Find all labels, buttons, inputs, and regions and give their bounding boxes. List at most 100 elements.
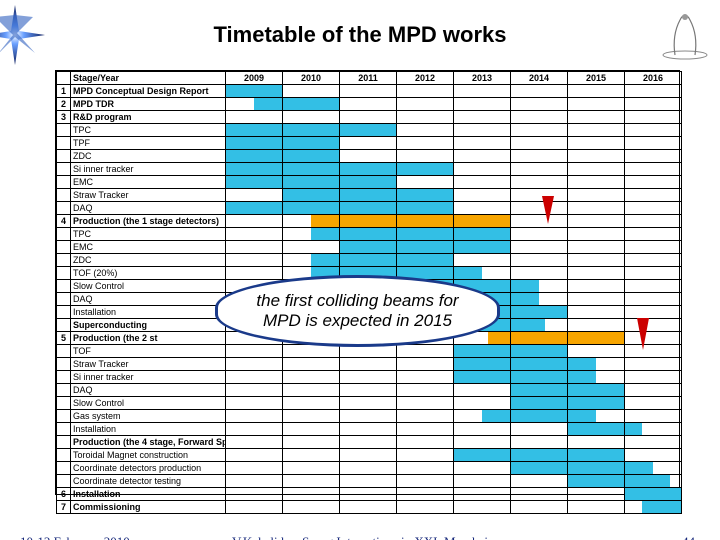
row-label: Gas system [71, 410, 226, 423]
gantt-cell [568, 111, 625, 124]
gantt-cell [454, 358, 511, 371]
row-num [57, 267, 71, 280]
row-label: Si inner tracker [71, 163, 226, 176]
gantt-cell [511, 475, 568, 488]
gantt-cell [226, 267, 283, 280]
gantt-cell [511, 150, 568, 163]
gantt-row: 1MPD Conceptual Design Report [57, 85, 682, 98]
row-num [57, 280, 71, 293]
row-label: DAQ [71, 384, 226, 397]
gantt-cell [283, 176, 340, 189]
row-num [57, 319, 71, 332]
gantt-bar [397, 228, 453, 240]
gantt-bar [511, 449, 567, 461]
header-label: Stage/Year [71, 72, 226, 85]
gantt-bar [283, 176, 339, 188]
gantt-cell [226, 501, 283, 514]
gantt-cell [625, 449, 682, 462]
gantt-cell [340, 410, 397, 423]
gantt-cell [625, 410, 682, 423]
logo-icon [660, 5, 710, 60]
gantt-cell [625, 488, 682, 501]
gantt-cell [568, 189, 625, 202]
gantt-row: 4Production (the 1 stage detectors) [57, 215, 682, 228]
gantt-row: ZDC [57, 254, 682, 267]
gantt-bar [283, 202, 339, 214]
header-year: 2013 [454, 72, 511, 85]
gantt-bar [340, 254, 396, 266]
gantt-cell [283, 410, 340, 423]
gantt-cell [511, 267, 568, 280]
gantt-cell [511, 449, 568, 462]
gantt-bar [283, 189, 339, 201]
row-num [57, 189, 71, 202]
gantt-cell [568, 384, 625, 397]
gantt-bar [568, 462, 624, 474]
header-year: 2014 [511, 72, 568, 85]
row-num: 3 [57, 111, 71, 124]
header-num [57, 72, 71, 85]
gantt-cell [511, 358, 568, 371]
gantt-cell [511, 488, 568, 501]
gantt-cell [568, 358, 625, 371]
gantt-bar [283, 150, 339, 162]
row-label: TOF (20%) [71, 267, 226, 280]
gantt-cell [511, 202, 568, 215]
gantt-cell [511, 293, 568, 306]
gantt-row: Slow Control [57, 397, 682, 410]
gantt-cell [226, 358, 283, 371]
gantt-cell [226, 449, 283, 462]
gantt-cell [226, 410, 283, 423]
gantt-cell [568, 267, 625, 280]
gantt-bar [568, 384, 624, 396]
gantt-cell [283, 384, 340, 397]
gantt-cell [226, 254, 283, 267]
gantt-cell [226, 85, 283, 98]
gantt-bar [511, 462, 567, 474]
gantt-row: Installation [57, 423, 682, 436]
gantt-cell [340, 137, 397, 150]
gantt-cell [397, 254, 454, 267]
gantt-cell [511, 462, 568, 475]
gantt-bar [397, 163, 453, 175]
gantt-bar [254, 98, 282, 110]
header-year: 2011 [340, 72, 397, 85]
gantt-cell [625, 436, 682, 449]
row-num [57, 306, 71, 319]
row-label: Toroidal Magnet construction [71, 449, 226, 462]
gantt-cell [511, 332, 568, 345]
gantt-bar [226, 137, 282, 149]
gantt-cell [340, 397, 397, 410]
gantt-cell [625, 397, 682, 410]
gantt-cell [454, 85, 511, 98]
gantt-cell [454, 475, 511, 488]
gantt-cell [625, 124, 682, 137]
gantt-cell [226, 371, 283, 384]
gantt-cell [568, 423, 625, 436]
row-label: EMC [71, 241, 226, 254]
gantt-cell [340, 215, 397, 228]
row-num: 4 [57, 215, 71, 228]
gantt-bar [311, 254, 339, 266]
row-num [57, 384, 71, 397]
gantt-cell [454, 397, 511, 410]
slide: Timetable of the MPD works Stage/Year200… [0, 0, 720, 540]
gantt-cell [454, 111, 511, 124]
row-num: 6 [57, 488, 71, 501]
gantt-cell [226, 137, 283, 150]
row-num [57, 137, 71, 150]
gantt-cell [568, 215, 625, 228]
gantt-bar [454, 345, 510, 357]
row-label: TOF [71, 345, 226, 358]
gantt-bar [454, 241, 510, 253]
gantt-cell [625, 150, 682, 163]
gantt-bar [454, 228, 510, 240]
gantt-cell [397, 462, 454, 475]
row-num: 7 [57, 501, 71, 514]
gantt-cell [226, 202, 283, 215]
gantt-bar [340, 189, 396, 201]
gantt-cell [568, 319, 625, 332]
gantt-cell [397, 85, 454, 98]
gantt-row: Si inner tracker [57, 371, 682, 384]
gantt-cell [226, 111, 283, 124]
